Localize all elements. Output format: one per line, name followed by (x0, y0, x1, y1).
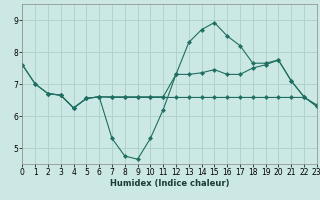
X-axis label: Humidex (Indice chaleur): Humidex (Indice chaleur) (110, 179, 229, 188)
